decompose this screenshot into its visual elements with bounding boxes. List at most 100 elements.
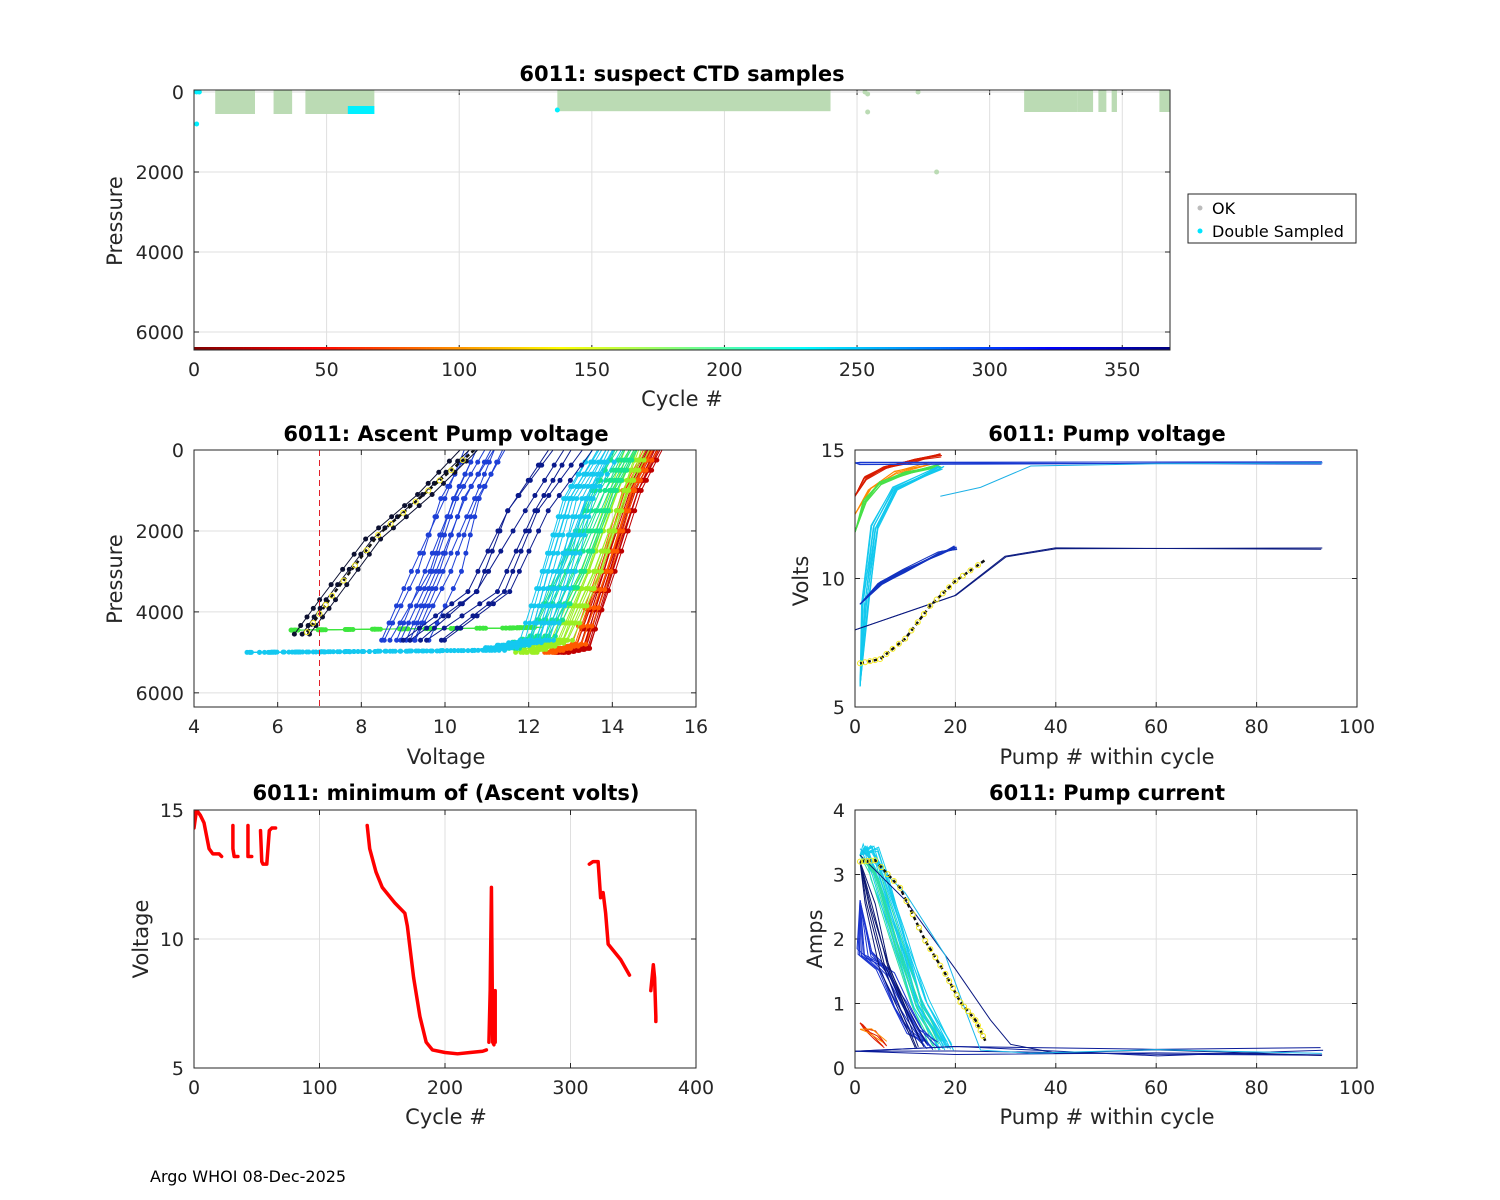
cycle-color-marker bbox=[855, 347, 859, 350]
cycle-color-marker bbox=[373, 347, 377, 350]
ascent-series-marker bbox=[606, 588, 612, 594]
ascent-series-marker bbox=[589, 528, 595, 534]
cycle-color-marker bbox=[341, 347, 345, 350]
ascent-series-marker bbox=[414, 620, 420, 626]
ascent-series-marker bbox=[568, 568, 574, 574]
cycle-color-marker bbox=[688, 347, 692, 350]
cycle-color-marker bbox=[439, 347, 443, 350]
cycle-color-marker bbox=[1020, 347, 1024, 350]
ascent-series-marker bbox=[381, 637, 387, 643]
ascent-series-marker bbox=[433, 613, 439, 619]
ascent-series-marker bbox=[580, 623, 586, 629]
cycle-color-marker bbox=[845, 347, 849, 350]
ascent-series-marker bbox=[640, 467, 646, 473]
pumpv-series-marker bbox=[967, 567, 974, 574]
ascent-series-marker bbox=[547, 603, 553, 609]
current-series-marker bbox=[868, 857, 875, 864]
cycle-color-marker bbox=[969, 347, 973, 350]
cycle-color-marker bbox=[1044, 347, 1048, 350]
ascent-series-marker bbox=[593, 483, 599, 489]
cycle-color-marker bbox=[1062, 347, 1066, 350]
ascent-ytick-label: 4000 bbox=[136, 602, 184, 624]
ascent-xtick-label: 6 bbox=[272, 716, 284, 738]
min-volts-segment bbox=[258, 826, 278, 866]
pumpv-series-line bbox=[859, 465, 945, 687]
cycle-color-marker bbox=[670, 347, 674, 350]
cycle-color-marker bbox=[237, 347, 241, 350]
cycle-color-marker bbox=[611, 347, 615, 350]
ascent-series-marker bbox=[614, 508, 620, 514]
ascent-series-marker bbox=[589, 483, 595, 489]
ascent-series-marker bbox=[516, 568, 522, 574]
ascent-series-marker bbox=[402, 503, 408, 509]
cycle-color-marker bbox=[776, 347, 780, 350]
ascent-series-marker bbox=[591, 605, 597, 611]
current-series-marker bbox=[916, 924, 923, 931]
ascent-series-marker bbox=[619, 548, 625, 554]
pumpv-series-marker bbox=[933, 596, 940, 603]
cycle-color-marker bbox=[747, 347, 751, 350]
cycle-color-marker bbox=[367, 347, 371, 350]
ascent-series-marker bbox=[390, 525, 396, 531]
cycle-color-marker bbox=[675, 347, 679, 350]
ascent-series-marker bbox=[577, 532, 583, 538]
cycle-color-marker bbox=[505, 347, 509, 350]
cycle-color-marker bbox=[908, 347, 912, 350]
cycle-color-marker bbox=[227, 347, 231, 350]
ascent-series-marker bbox=[523, 528, 529, 534]
ascent-title: 6011: Ascent Pump voltage bbox=[283, 422, 608, 446]
current-axes-frame bbox=[854, 809, 1358, 1069]
ascent-series-marker bbox=[584, 603, 590, 609]
cycle-color-marker bbox=[1113, 347, 1117, 350]
ascent-series-marker bbox=[421, 586, 427, 592]
current-series-marker bbox=[860, 858, 867, 865]
cycle-color-marker bbox=[593, 347, 597, 350]
current-series-marker bbox=[946, 977, 953, 984]
cycle-color-marker bbox=[245, 347, 249, 350]
ascent-series-marker bbox=[612, 528, 618, 534]
cycle-color-marker bbox=[680, 347, 684, 350]
ascent-series-marker bbox=[408, 568, 414, 574]
ascent-series-marker bbox=[387, 637, 393, 643]
ascent-series-marker bbox=[545, 508, 551, 514]
current-xtick-label: 60 bbox=[1144, 1077, 1168, 1099]
ascent-series-marker bbox=[550, 603, 556, 609]
ascent-series-marker bbox=[441, 637, 447, 643]
cycle-color-marker bbox=[296, 347, 300, 350]
ascent-ytick-label: 2000 bbox=[136, 521, 184, 543]
ascent-series-marker bbox=[448, 532, 454, 538]
ascent-ytick-label: 0 bbox=[172, 440, 184, 462]
current-series-marker bbox=[922, 937, 929, 944]
cycle-color-marker bbox=[935, 347, 939, 350]
ascent-series-marker bbox=[436, 469, 442, 475]
ascent-series-marker bbox=[298, 623, 304, 629]
ascent-series-marker bbox=[550, 568, 556, 574]
cycle-color-marker bbox=[646, 347, 650, 350]
ascent-series-marker bbox=[562, 603, 568, 609]
cycle-color-marker bbox=[977, 347, 981, 350]
ascent-series-marker bbox=[455, 458, 461, 464]
cycle-color-marker bbox=[1134, 347, 1138, 350]
ascent-series-marker bbox=[326, 605, 332, 611]
cycle-color-marker bbox=[656, 347, 660, 350]
cycle-color-marker bbox=[571, 347, 575, 350]
ascent-xlabel: Voltage bbox=[407, 745, 486, 769]
ok-sample-block bbox=[1098, 90, 1107, 112]
ascent-series-marker bbox=[498, 548, 504, 554]
cycle-color-marker bbox=[370, 347, 374, 350]
ascent-series-marker bbox=[542, 477, 548, 483]
cycle-color-marker bbox=[1144, 347, 1148, 350]
cycle-color-marker bbox=[871, 347, 875, 350]
cycle-color-marker bbox=[919, 347, 923, 350]
ascent-series-marker bbox=[465, 589, 471, 595]
cycle-color-marker bbox=[996, 347, 1000, 350]
pumpv-series-marker bbox=[877, 656, 884, 663]
cycle-color-marker bbox=[473, 347, 477, 350]
double-sample-point bbox=[196, 90, 202, 95]
ascent-series-marker bbox=[303, 629, 310, 636]
ascent-series-marker bbox=[462, 471, 468, 477]
current-series-marker bbox=[857, 858, 864, 865]
cycle-color-marker bbox=[1033, 347, 1037, 350]
legend-double-label: Double Sampled bbox=[1212, 222, 1344, 241]
ascent-series-marker bbox=[536, 586, 542, 592]
